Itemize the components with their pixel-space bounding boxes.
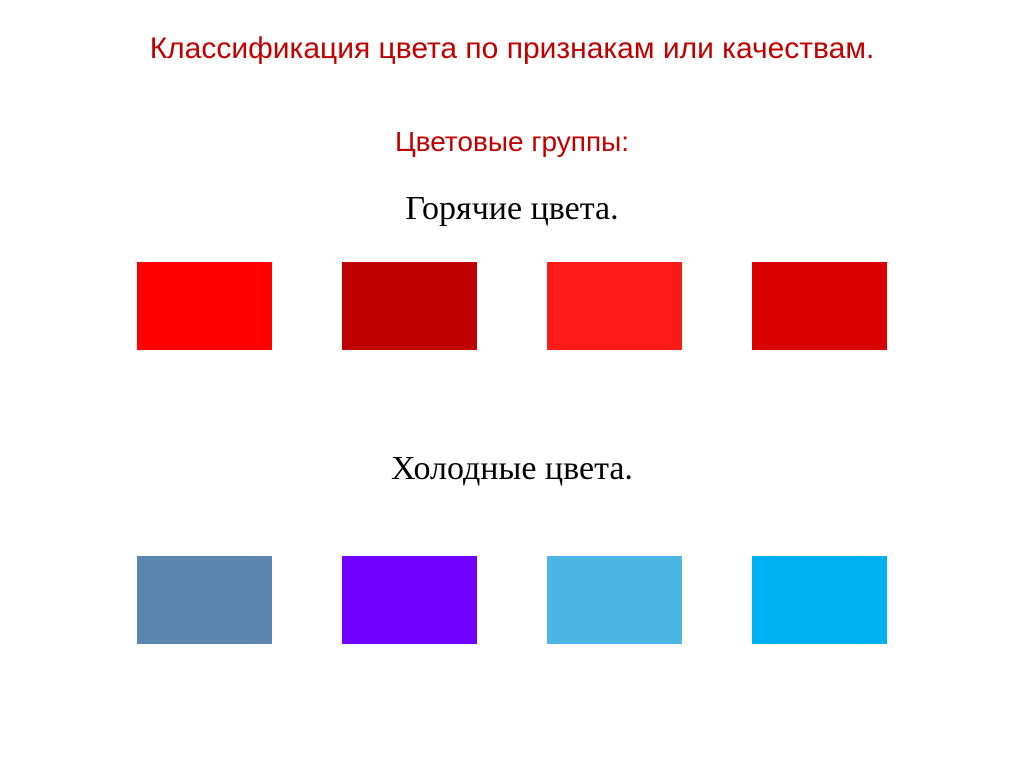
- swatch-hot-0: [137, 262, 272, 350]
- swatch-hot-1: [342, 262, 477, 350]
- swatch-cold-1: [342, 556, 477, 644]
- swatch-row-hot: [0, 262, 1024, 350]
- swatch-cold-0: [137, 556, 272, 644]
- swatch-cold-3: [752, 556, 887, 644]
- swatch-hot-2: [547, 262, 682, 350]
- slide: Классификация цвета по признакам или кач…: [0, 0, 1024, 768]
- swatch-cold-2: [547, 556, 682, 644]
- swatch-row-cold: [0, 556, 1024, 644]
- group-label-cold: Холодные цвета.: [0, 450, 1024, 488]
- slide-title: Классификация цвета по признакам или кач…: [0, 32, 1024, 66]
- swatch-hot-3: [752, 262, 887, 350]
- group-label-hot: Горячие цвета.: [0, 190, 1024, 228]
- slide-subtitle: Цветовые группы:: [0, 126, 1024, 158]
